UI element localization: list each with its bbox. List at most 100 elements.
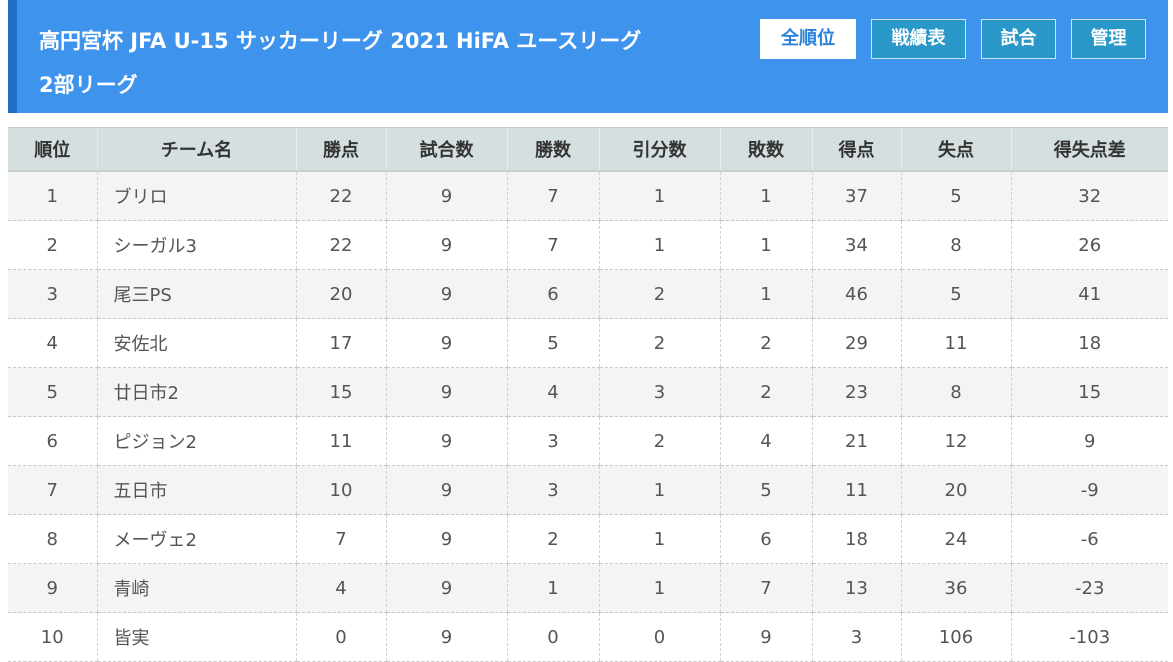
played-cell: 9 [386, 417, 507, 466]
goals-for-cell: 46 [812, 270, 901, 319]
goals-for-cell: 37 [812, 171, 901, 221]
draws-cell: 3 [599, 368, 720, 417]
goal-diff-cell: -103 [1011, 613, 1168, 662]
rank-cell: 1 [8, 171, 97, 221]
standings-table: 順位 チーム名 勝点 試合数 勝数 引分数 敗数 得点 失点 得失点差 1 ブリロ… [8, 127, 1168, 662]
col-team-header: チーム名 [97, 128, 296, 172]
rank-cell: 2 [8, 221, 97, 270]
title-line-2: 2部リーグ [39, 63, 739, 107]
wins-cell: 5 [507, 319, 599, 368]
nav-results-table-button[interactable]: 戦績表 [871, 19, 966, 59]
col-played-header: 試合数 [386, 128, 507, 172]
col-goal-diff-header: 得失点差 [1011, 128, 1168, 172]
wins-cell: 1 [507, 564, 599, 613]
points-cell: 0 [296, 613, 386, 662]
goals-for-cell: 23 [812, 368, 901, 417]
losses-cell: 9 [720, 613, 812, 662]
table-row: 2 シーガル3 22 9 7 1 1 34 8 26 [8, 221, 1168, 270]
points-cell: 22 [296, 171, 386, 221]
goals-for-cell: 11 [812, 466, 901, 515]
nav-matches-button[interactable]: 試合 [981, 19, 1056, 59]
goals-for-cell: 13 [812, 564, 901, 613]
rank-cell: 6 [8, 417, 97, 466]
table-row: 8 メーヴェ2 7 9 2 1 6 18 24 -6 [8, 515, 1168, 564]
table-row: 5 廿日市2 15 9 4 3 2 23 8 15 [8, 368, 1168, 417]
losses-cell: 6 [720, 515, 812, 564]
losses-cell: 2 [720, 319, 812, 368]
goals-for-cell: 3 [812, 613, 901, 662]
goal-diff-cell: -6 [1011, 515, 1168, 564]
points-cell: 15 [296, 368, 386, 417]
col-draws-header: 引分数 [599, 128, 720, 172]
goals-for-cell: 18 [812, 515, 901, 564]
title-line-1: 高円宮杯 JFA U-15 サッカーリーグ 2021 HiFA ユースリーグ [39, 19, 739, 63]
points-cell: 7 [296, 515, 386, 564]
goal-diff-cell: 9 [1011, 417, 1168, 466]
league-header: 高円宮杯 JFA U-15 サッカーリーグ 2021 HiFA ユースリーグ 2… [8, 0, 1168, 113]
goal-diff-cell: 26 [1011, 221, 1168, 270]
wins-cell: 0 [507, 613, 599, 662]
goal-diff-cell: -9 [1011, 466, 1168, 515]
losses-cell: 1 [720, 171, 812, 221]
draws-cell: 1 [599, 564, 720, 613]
points-cell: 20 [296, 270, 386, 319]
wins-cell: 7 [507, 221, 599, 270]
losses-cell: 2 [720, 368, 812, 417]
team-cell: 廿日市2 [97, 368, 296, 417]
draws-cell: 2 [599, 319, 720, 368]
played-cell: 9 [386, 171, 507, 221]
team-cell: ピジョン2 [97, 417, 296, 466]
rank-cell: 4 [8, 319, 97, 368]
table-row: 10 皆実 0 9 0 0 9 3 106 -103 [8, 613, 1168, 662]
rank-cell: 8 [8, 515, 97, 564]
draws-cell: 0 [599, 613, 720, 662]
losses-cell: 1 [720, 270, 812, 319]
goals-against-cell: 5 [901, 270, 1011, 319]
team-cell: 皆実 [97, 613, 296, 662]
team-cell: メーヴェ2 [97, 515, 296, 564]
goals-against-cell: 8 [901, 368, 1011, 417]
played-cell: 9 [386, 515, 507, 564]
rank-cell: 7 [8, 466, 97, 515]
table-header-row: 順位 チーム名 勝点 試合数 勝数 引分数 敗数 得点 失点 得失点差 [8, 128, 1168, 172]
draws-cell: 1 [599, 221, 720, 270]
col-goals-for-header: 得点 [812, 128, 901, 172]
played-cell: 9 [386, 564, 507, 613]
goals-against-cell: 36 [901, 564, 1011, 613]
wins-cell: 7 [507, 171, 599, 221]
page-title: 高円宮杯 JFA U-15 サッカーリーグ 2021 HiFA ユースリーグ 2… [39, 19, 739, 107]
col-points-header: 勝点 [296, 128, 386, 172]
team-cell: 五日市 [97, 466, 296, 515]
team-cell: ブリロ [97, 171, 296, 221]
played-cell: 9 [386, 613, 507, 662]
table-row: 9 青崎 4 9 1 1 7 13 36 -23 [8, 564, 1168, 613]
col-goals-against-header: 失点 [901, 128, 1011, 172]
played-cell: 9 [386, 221, 507, 270]
table-row: 3 尾三PS 20 9 6 2 1 46 5 41 [8, 270, 1168, 319]
goals-against-cell: 106 [901, 613, 1011, 662]
col-losses-header: 敗数 [720, 128, 812, 172]
draws-cell: 1 [599, 171, 720, 221]
goals-for-cell: 34 [812, 221, 901, 270]
team-cell: 安佐北 [97, 319, 296, 368]
nav-bar: 全順位 戦績表 試合 管理 [760, 19, 1146, 59]
table-row: 7 五日市 10 9 3 1 5 11 20 -9 [8, 466, 1168, 515]
col-rank-header: 順位 [8, 128, 97, 172]
goal-diff-cell: 32 [1011, 171, 1168, 221]
goal-diff-cell: 15 [1011, 368, 1168, 417]
losses-cell: 7 [720, 564, 812, 613]
nav-admin-button[interactable]: 管理 [1071, 19, 1146, 59]
goals-for-cell: 21 [812, 417, 901, 466]
goals-for-cell: 29 [812, 319, 901, 368]
points-cell: 4 [296, 564, 386, 613]
played-cell: 9 [386, 466, 507, 515]
goals-against-cell: 11 [901, 319, 1011, 368]
nav-all-standings-button[interactable]: 全順位 [760, 19, 856, 59]
rank-cell: 9 [8, 564, 97, 613]
played-cell: 9 [386, 270, 507, 319]
rank-cell: 10 [8, 613, 97, 662]
points-cell: 10 [296, 466, 386, 515]
team-cell: 尾三PS [97, 270, 296, 319]
goals-against-cell: 20 [901, 466, 1011, 515]
draws-cell: 2 [599, 417, 720, 466]
